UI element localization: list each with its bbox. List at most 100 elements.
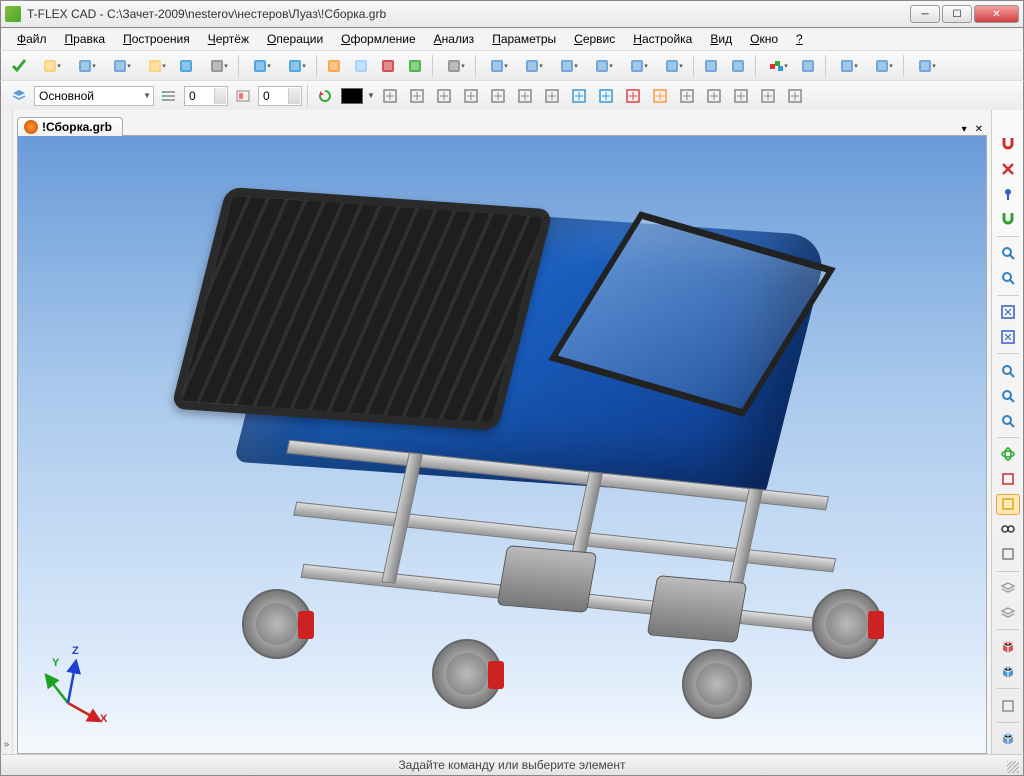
menu-Оформление[interactable]: Оформление	[333, 30, 424, 48]
new-doc-button[interactable]: ▾	[34, 54, 66, 78]
shell-button[interactable]: ▾	[656, 54, 688, 78]
view-grid2-button[interactable]	[702, 84, 726, 108]
linetype2-button[interactable]	[459, 84, 483, 108]
zoom-out-button[interactable]	[996, 385, 1020, 406]
part2-button[interactable]: ▾	[866, 54, 898, 78]
zoom-realtime-button[interactable]	[996, 410, 1020, 431]
zoom-in-button[interactable]	[996, 360, 1020, 381]
layer2-button[interactable]	[996, 603, 1020, 624]
tab-menu-button[interactable]: ▾	[958, 124, 971, 136]
wheel-hub	[812, 589, 882, 659]
level-input[interactable]: 0	[184, 86, 228, 106]
color-swatch[interactable]	[340, 84, 364, 108]
menu-Файл[interactable]: Файл	[9, 30, 55, 48]
view-grid4-button[interactable]	[756, 84, 780, 108]
hatch2-button[interactable]	[513, 84, 537, 108]
cube-refresh-button[interactable]	[996, 661, 1020, 682]
zoom-window-button[interactable]	[996, 243, 1020, 264]
menu-Анализ[interactable]: Анализ	[426, 30, 483, 48]
menu-?[interactable]: ?	[788, 30, 811, 48]
material-button[interactable]	[796, 54, 820, 78]
menu-Операции[interactable]: Операции	[259, 30, 331, 48]
perspective-button[interactable]	[996, 544, 1020, 565]
ruler-button[interactable]	[996, 494, 1020, 515]
zoom-extents-button[interactable]	[996, 268, 1020, 289]
pattern-button[interactable]	[699, 54, 723, 78]
layer-selector[interactable]: Основной ▼	[34, 86, 154, 106]
save-button[interactable]	[174, 54, 198, 78]
new-sheet-button[interactable]: ▾	[69, 54, 101, 78]
body-button[interactable]: ▾	[909, 54, 941, 78]
sweep-button[interactable]: ▾	[586, 54, 618, 78]
linetype1-button[interactable]	[432, 84, 456, 108]
refresh-icon[interactable]	[313, 84, 337, 108]
hatch1-button[interactable]	[486, 84, 510, 108]
tab-close-button[interactable]: ✕	[971, 124, 987, 136]
section-button[interactable]	[996, 695, 1020, 716]
part1-button[interactable]: ▾	[831, 54, 863, 78]
magnet-red-button[interactable]	[996, 134, 1020, 155]
fit-height-button[interactable]	[996, 326, 1020, 347]
fit-width-button[interactable]	[996, 301, 1020, 322]
magnet-green-button[interactable]	[996, 209, 1020, 230]
shaded-cube-button[interactable]	[996, 729, 1020, 750]
redo-button[interactable]: ▾	[279, 54, 311, 78]
layer1-button[interactable]	[996, 578, 1020, 599]
document-tab[interactable]: !Сборка.grb	[17, 117, 123, 136]
snap-end-button[interactable]	[567, 84, 591, 108]
snap-mid-button[interactable]	[594, 84, 618, 108]
filter-button[interactable]	[540, 84, 564, 108]
sketch-button[interactable]	[349, 54, 373, 78]
level-icon[interactable]	[157, 84, 181, 108]
view-orange-button[interactable]	[648, 84, 672, 108]
close-button[interactable]: ✕	[974, 5, 1019, 23]
open-button[interactable]: ▾	[139, 54, 171, 78]
layers-icon[interactable]	[7, 84, 31, 108]
orbit-button[interactable]	[996, 444, 1020, 465]
main-toolbar: ▾▾▾▾▾▾▾▾▾▾▾▾▾▾▾▾▾▾	[0, 50, 1024, 80]
check-button[interactable]	[7, 54, 31, 78]
print-button[interactable]: ▾	[201, 54, 233, 78]
extrude-button[interactable]: ▾	[438, 54, 470, 78]
maximize-button[interactable]: ☐	[942, 5, 972, 23]
cube-check-button[interactable]	[996, 636, 1020, 657]
axis-button[interactable]	[376, 54, 400, 78]
mirror-button[interactable]	[726, 54, 750, 78]
document-tab-label: !Сборка.grb	[42, 120, 112, 134]
pin-button[interactable]	[996, 184, 1020, 205]
point-3d-button[interactable]	[403, 54, 427, 78]
view-grid3-button[interactable]	[729, 84, 753, 108]
menu-Построения[interactable]: Построения	[115, 30, 198, 48]
menu-Правка[interactable]: Правка	[57, 30, 114, 48]
doc-button[interactable]	[783, 84, 807, 108]
undo-button[interactable]: ▾	[244, 54, 276, 78]
left-gutter[interactable]: »	[1, 110, 13, 754]
view-grid1-button[interactable]	[675, 84, 699, 108]
revolve-button[interactable]: ▾	[551, 54, 583, 78]
delete-x-button[interactable]	[996, 159, 1020, 180]
menu-Вид[interactable]: Вид	[702, 30, 740, 48]
gearbox	[497, 545, 598, 613]
glasses-button[interactable]	[996, 519, 1020, 540]
3d-viewport[interactable]: X Y Z	[17, 136, 987, 754]
menu-Окно[interactable]: Окно	[742, 30, 786, 48]
axes-toggle-button[interactable]	[996, 469, 1020, 490]
cut-button[interactable]: ▾	[516, 54, 548, 78]
menu-Чертёж[interactable]: Чертёж	[200, 30, 257, 48]
title-bar: T-FLEX CAD - С:\Зачет-2009\nesterov\нест…	[0, 0, 1024, 28]
plane-button[interactable]	[322, 54, 346, 78]
color-button[interactable]	[405, 84, 429, 108]
menu-Сервис[interactable]: Сервис	[566, 30, 623, 48]
loft-button[interactable]: ▾	[621, 54, 653, 78]
menu-Параметры[interactable]: Параметры	[484, 30, 564, 48]
menu-Настройка[interactable]: Настройка	[625, 30, 700, 48]
view-red-button[interactable]	[621, 84, 645, 108]
new-asm-button[interactable]: ▾	[104, 54, 136, 78]
resize-grip[interactable]	[1007, 761, 1019, 773]
refresh-button[interactable]	[378, 84, 402, 108]
priority-input[interactable]: 0	[258, 86, 302, 106]
boss-button[interactable]: ▾	[481, 54, 513, 78]
minimize-button[interactable]: ─	[910, 5, 940, 23]
rgb-cubes-button[interactable]: ▾	[761, 54, 793, 78]
priority-icon[interactable]	[231, 84, 255, 108]
